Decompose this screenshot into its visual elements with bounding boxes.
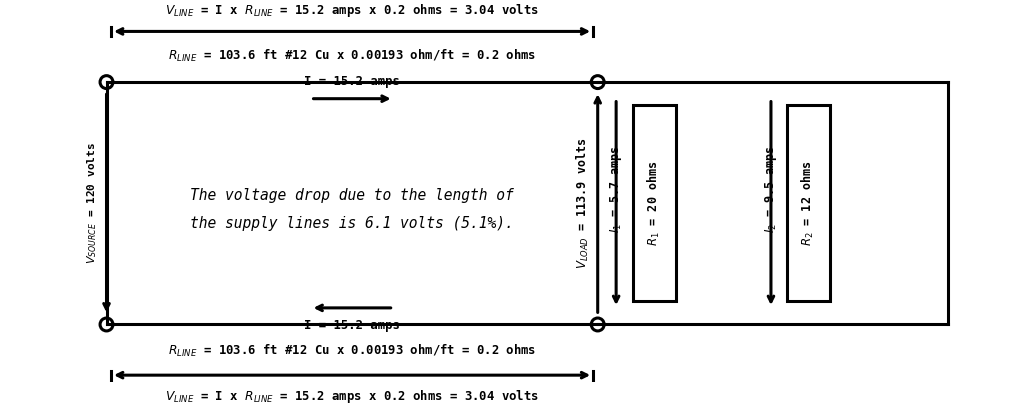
Text: I = 15.2 amps: I = 15.2 amps [304,75,400,88]
Text: $R_{LINE}$ = 103.6 ft #12 Cu x 0.00193 ohm/ft = 0.2 ohms: $R_{LINE}$ = 103.6 ft #12 Cu x 0.00193 o… [168,48,537,64]
Text: $R_2$ = 12 ohms: $R_2$ = 12 ohms [800,160,816,246]
Text: $I_1$ = 5.7 amps: $I_1$ = 5.7 amps [608,145,625,234]
Text: $V_{LINE}$ = I x $R_{LINE}$ = 15.2 amps x 0.2 ohms = 3.04 volts: $V_{LINE}$ = I x $R_{LINE}$ = 15.2 amps … [165,2,539,19]
Text: $R_1$ = 20 ohms: $R_1$ = 20 ohms [646,160,663,246]
Text: $I_2$ = 9.5 amps: $I_2$ = 9.5 amps [763,145,779,234]
Text: I = 15.2 amps: I = 15.2 amps [304,319,400,332]
Text: $V_{LOAD}$ = 113.9 volts: $V_{LOAD}$ = 113.9 volts [574,137,591,269]
FancyBboxPatch shape [633,105,676,301]
Text: $V_{LINE}$ = I x $R_{LINE}$ = 15.2 amps x 0.2 ohms = 3.04 volts: $V_{LINE}$ = I x $R_{LINE}$ = 15.2 amps … [165,388,539,404]
Text: $R_{LINE}$ = 103.6 ft #12 Cu x 0.00193 ohm/ft = 0.2 ohms: $R_{LINE}$ = 103.6 ft #12 Cu x 0.00193 o… [168,343,537,359]
Text: $V_{SOURCE}$ = 120 volts: $V_{SOURCE}$ = 120 volts [85,142,98,264]
FancyBboxPatch shape [786,105,829,301]
Text: The voltage drop due to the length of: The voltage drop due to the length of [190,188,514,204]
Text: the supply lines is 6.1 volts (5.1%).: the supply lines is 6.1 volts (5.1%). [190,216,514,231]
